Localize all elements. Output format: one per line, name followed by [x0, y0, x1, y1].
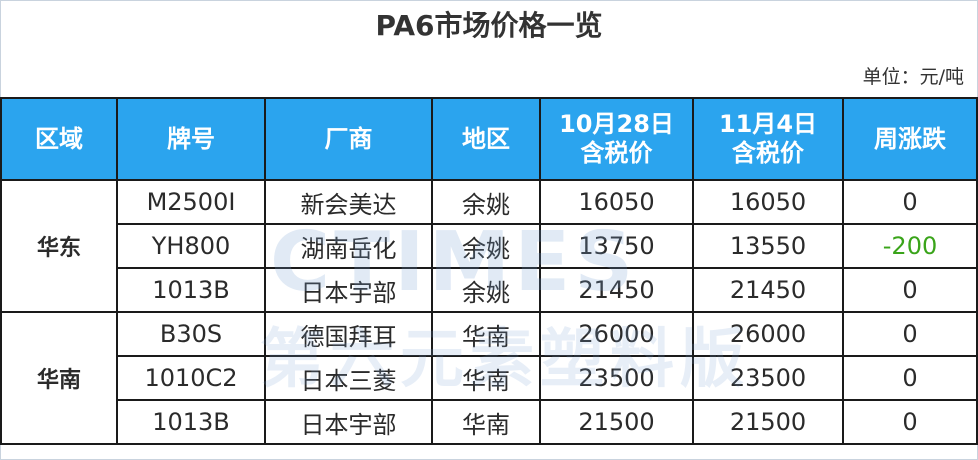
cell-area: 华南 — [431, 311, 541, 357]
cell-grade: B30S — [116, 311, 266, 357]
header-region: 区域 — [0, 97, 118, 181]
unit-label: 单位：元/吨 — [862, 66, 964, 88]
cell-area: 余姚 — [431, 179, 541, 225]
header-area: 地区 — [431, 97, 541, 181]
cell-price2: 13550 — [692, 223, 844, 269]
cell-change: 0 — [842, 311, 978, 357]
cell-grade: 1013B — [116, 399, 266, 445]
cell-price1: 16050 — [539, 179, 694, 225]
cell-price1: 13750 — [539, 223, 694, 269]
cell-price2: 23500 — [692, 355, 844, 401]
table-row: 华南 B30S 德国拜耳 华南 26000 26000 0 — [0, 311, 978, 445]
header-weekly-change: 周涨跌 — [842, 97, 978, 181]
cell-price2: 16050 — [692, 179, 844, 225]
header-price-oct28: 10月28日 含税价 — [539, 97, 694, 181]
cell-change: 0 — [842, 399, 978, 445]
table-row: 华东 M2500I 新会美达 余姚 16050 16050 0 — [0, 179, 978, 313]
table-row: 1010C2 日本三菱 华南 23500 23500 0 — [1, 355, 978, 401]
cell-maker: 新会美达 — [264, 179, 433, 225]
cell-maker: 日本三菱 — [264, 355, 433, 401]
cell-maker: 德国拜耳 — [264, 311, 433, 357]
page-title: PA6市场价格一览 — [375, 9, 603, 42]
cell-maker: 湖南岳化 — [264, 223, 433, 269]
cell-price2: 26000 — [692, 311, 844, 357]
cell-grade: M2500I — [116, 179, 266, 225]
cell-price2: 21500 — [692, 399, 844, 445]
cell-price1: 21500 — [539, 399, 694, 445]
table-row: 1013B 日本宇部 华南 21500 21500 0 — [1, 399, 978, 445]
cell-maker: 日本宇部 — [264, 267, 433, 313]
cell-grade: YH800 — [116, 223, 266, 269]
cell-grade: 1010C2 — [116, 355, 266, 401]
cell-maker: 日本宇部 — [264, 399, 433, 445]
header-row: 区域 牌号 厂商 地区 10月28日 含税价 11月4日 含税价 周涨跌 — [0, 97, 978, 181]
cell-change: -200 — [842, 223, 978, 269]
table-row: YH800 湖南岳化 余姚 13750 13550 -200 — [1, 223, 978, 269]
cell-change: 0 — [842, 355, 978, 401]
cell-price1: 21450 — [539, 267, 694, 313]
header-maker: 厂商 — [264, 97, 433, 181]
header-price-nov4: 11月4日 含税价 — [692, 97, 844, 181]
cell-area: 华南 — [431, 399, 541, 445]
cell-price1: 23500 — [539, 355, 694, 401]
cell-change: 0 — [842, 267, 978, 313]
price-table: 区域 牌号 厂商 地区 10月28日 含税价 11月4日 含税价 周涨跌 华东 M… — [0, 97, 978, 445]
cell-change: 0 — [842, 179, 978, 225]
cell-region: 华南 — [0, 311, 118, 445]
cell-area: 华南 — [431, 355, 541, 401]
cell-area: 余姚 — [431, 223, 541, 269]
cell-price2: 21450 — [692, 267, 844, 313]
header-grade: 牌号 — [116, 97, 266, 181]
cell-region: 华东 — [0, 179, 118, 313]
cell-price1: 26000 — [539, 311, 694, 357]
table-row: 1013B 日本宇部 余姚 21450 21450 0 — [1, 267, 978, 313]
cell-area: 余姚 — [431, 267, 541, 313]
cell-grade: 1013B — [116, 267, 266, 313]
